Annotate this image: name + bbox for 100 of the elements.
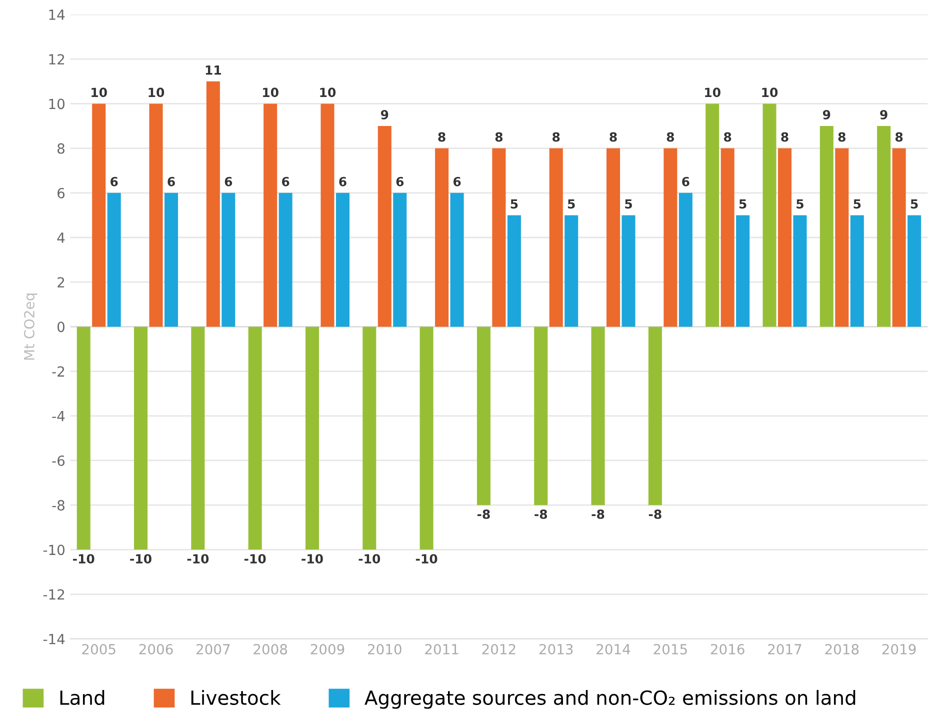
data-label: 10 bbox=[148, 88, 164, 98]
bar bbox=[591, 326, 605, 506]
data-label: 5 bbox=[568, 199, 575, 209]
y-tick-label: -6 bbox=[52, 455, 65, 466]
x-tick-label: 2008 bbox=[254, 644, 288, 654]
bar bbox=[107, 192, 121, 327]
y-tick-label: -8 bbox=[52, 500, 64, 511]
data-label: -10 bbox=[244, 554, 266, 564]
bar bbox=[191, 326, 205, 550]
x-tick-label: 2019 bbox=[882, 644, 916, 654]
data-label: 6 bbox=[224, 176, 232, 186]
data-label: 5 bbox=[854, 199, 861, 209]
y-tick-label: 4 bbox=[57, 232, 65, 243]
data-label: 8 bbox=[666, 132, 674, 142]
y-tick-label: 12 bbox=[49, 54, 64, 64]
bar bbox=[320, 104, 334, 327]
bar bbox=[492, 148, 506, 327]
bar bbox=[378, 126, 392, 327]
data-label: 6 bbox=[682, 176, 690, 186]
data-label: 8 bbox=[438, 132, 446, 142]
y-tick-label: -2 bbox=[52, 366, 64, 377]
data-label: -8 bbox=[534, 509, 548, 519]
data-label: 8 bbox=[552, 132, 560, 142]
data-label: 5 bbox=[796, 199, 804, 209]
y-tick-label: 10 bbox=[49, 98, 64, 110]
bar bbox=[762, 104, 776, 327]
legend-label: Aggregate sources and non-CO₂ emissions on land bbox=[364, 690, 856, 709]
bar bbox=[476, 326, 490, 506]
bar bbox=[606, 148, 620, 327]
bar bbox=[222, 192, 236, 327]
data-label: 8 bbox=[838, 132, 846, 142]
bar bbox=[648, 326, 662, 506]
x-tick-label: 2014 bbox=[596, 644, 630, 654]
y-tick-label: -10 bbox=[43, 544, 64, 556]
x-tick-label: 2009 bbox=[310, 644, 344, 654]
data-label: 5 bbox=[739, 199, 746, 209]
x-tick-label: 2006 bbox=[139, 644, 173, 654]
bar bbox=[720, 148, 734, 327]
bar bbox=[336, 192, 350, 327]
bar bbox=[622, 215, 636, 327]
y-tick-label: 2 bbox=[58, 277, 64, 288]
data-label: -10 bbox=[302, 554, 323, 564]
bar bbox=[264, 104, 278, 327]
data-label: 6 bbox=[339, 176, 346, 186]
x-tick-label: 2011 bbox=[425, 644, 458, 654]
data-label: 8 bbox=[724, 132, 732, 142]
y-tick-label: 8 bbox=[58, 143, 64, 154]
bar bbox=[534, 326, 548, 506]
data-label: 8 bbox=[610, 132, 617, 142]
x-tick-label: 2012 bbox=[482, 644, 516, 654]
legend-label: Land bbox=[60, 690, 104, 706]
data-label: -8 bbox=[648, 509, 662, 519]
bar bbox=[450, 192, 464, 327]
bar bbox=[134, 326, 148, 550]
data-label: 9 bbox=[880, 110, 888, 120]
y-tick-label: 6 bbox=[58, 188, 65, 198]
data-label: 8 bbox=[495, 132, 503, 142]
data-label: 8 bbox=[781, 132, 788, 142]
data-label: 9 bbox=[822, 110, 830, 120]
bar bbox=[877, 126, 891, 327]
bar bbox=[149, 104, 163, 327]
x-tick-label: 2015 bbox=[654, 644, 687, 654]
data-label: -8 bbox=[477, 509, 490, 519]
bar bbox=[678, 192, 692, 327]
data-label: -10 bbox=[73, 554, 94, 564]
bar bbox=[736, 215, 750, 327]
bar bbox=[835, 148, 849, 327]
y-tick-label: -14 bbox=[43, 634, 65, 644]
y-tick-label: -4 bbox=[52, 411, 65, 422]
x-tick-label: 2005 bbox=[82, 644, 116, 654]
data-label: 5 bbox=[910, 199, 918, 209]
data-label: 9 bbox=[380, 110, 388, 120]
bar bbox=[820, 126, 834, 327]
bar bbox=[206, 81, 220, 327]
data-label: -10 bbox=[358, 554, 380, 564]
bar bbox=[793, 215, 807, 327]
x-tick-label: 2010 bbox=[368, 644, 402, 654]
data-label: 10 bbox=[92, 88, 107, 98]
x-tick-label: 2017 bbox=[768, 644, 802, 654]
data-label: 5 bbox=[510, 199, 518, 209]
data-label: 6 bbox=[396, 176, 404, 186]
y-tick-label: -12 bbox=[43, 589, 64, 600]
bar bbox=[664, 148, 678, 327]
bar bbox=[362, 326, 376, 550]
bar bbox=[892, 148, 906, 327]
bar bbox=[164, 192, 178, 327]
bar bbox=[435, 148, 449, 327]
x-tick-label: 2018 bbox=[825, 644, 859, 654]
data-label: 10 bbox=[762, 88, 778, 98]
bar bbox=[549, 148, 563, 327]
bar bbox=[278, 192, 292, 327]
x-tick-label: 2013 bbox=[539, 644, 573, 654]
bar bbox=[507, 215, 521, 327]
data-label: -10 bbox=[416, 554, 438, 564]
bar bbox=[393, 192, 407, 327]
y-tick-label: 0 bbox=[57, 322, 64, 332]
y-tick-label: 14 bbox=[49, 10, 65, 20]
data-label: -8 bbox=[592, 509, 604, 519]
bar bbox=[706, 104, 720, 327]
bar bbox=[778, 148, 792, 327]
